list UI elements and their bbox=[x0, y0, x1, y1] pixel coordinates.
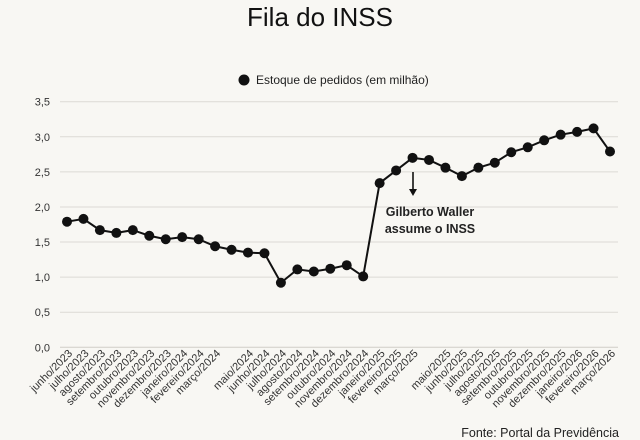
data-point bbox=[127, 225, 138, 236]
data-point bbox=[193, 234, 204, 245]
data-point bbox=[456, 171, 467, 182]
data-point bbox=[111, 227, 122, 238]
data-point bbox=[341, 260, 352, 271]
data-point bbox=[226, 244, 237, 255]
data-point bbox=[325, 263, 336, 274]
data-point bbox=[440, 162, 451, 173]
data-point bbox=[308, 266, 319, 277]
annotation-line-1: Gilberto Waller bbox=[386, 205, 475, 219]
series-line bbox=[66, 127, 611, 285]
y-tick-label: 0,5 bbox=[35, 307, 50, 319]
data-point bbox=[473, 162, 484, 173]
annotation-line-2: assume o INSS bbox=[385, 222, 475, 236]
y-tick-label: 3,0 bbox=[35, 132, 50, 144]
data-point bbox=[424, 154, 434, 165]
data-point bbox=[292, 264, 303, 275]
data-point bbox=[506, 147, 517, 158]
chart-title: Fila do INSS bbox=[247, 2, 393, 32]
y-tick-label: 0,0 bbox=[35, 342, 50, 354]
y-tick-label: 1,0 bbox=[35, 272, 50, 284]
legend-marker bbox=[238, 74, 250, 86]
data-point bbox=[358, 271, 369, 282]
y-tick-label: 3,5 bbox=[35, 97, 50, 109]
data-point bbox=[522, 142, 533, 153]
data-point bbox=[555, 129, 566, 140]
data-point bbox=[144, 230, 155, 241]
data-point bbox=[177, 232, 188, 243]
annotation: Gilberto Waller assume o INSS bbox=[385, 172, 475, 236]
data-point bbox=[94, 225, 105, 236]
data-point bbox=[572, 126, 583, 137]
data-point bbox=[160, 234, 171, 245]
data-point bbox=[588, 123, 599, 134]
y-tick-label: 2,0 bbox=[35, 202, 50, 214]
y-tick-label: 1,5 bbox=[35, 237, 50, 249]
data-point bbox=[62, 216, 72, 227]
data-point bbox=[259, 248, 270, 259]
data-point bbox=[374, 178, 385, 189]
data-point bbox=[243, 247, 253, 258]
data-point bbox=[275, 277, 286, 288]
data-point bbox=[605, 146, 615, 157]
y-tick-label: 2,5 bbox=[35, 167, 50, 179]
data-point bbox=[539, 135, 550, 146]
data-point bbox=[391, 165, 402, 176]
data-point bbox=[210, 241, 221, 252]
data-point bbox=[78, 213, 89, 224]
data-point bbox=[407, 152, 418, 163]
data-point bbox=[489, 157, 500, 168]
source-note: Fonte: Portal da Previdência bbox=[461, 426, 619, 440]
arrowhead-icon bbox=[409, 189, 417, 196]
legend: Estoque de pedidos (em milhão) bbox=[238, 73, 429, 87]
legend-label: Estoque de pedidos (em milhão) bbox=[256, 73, 429, 87]
